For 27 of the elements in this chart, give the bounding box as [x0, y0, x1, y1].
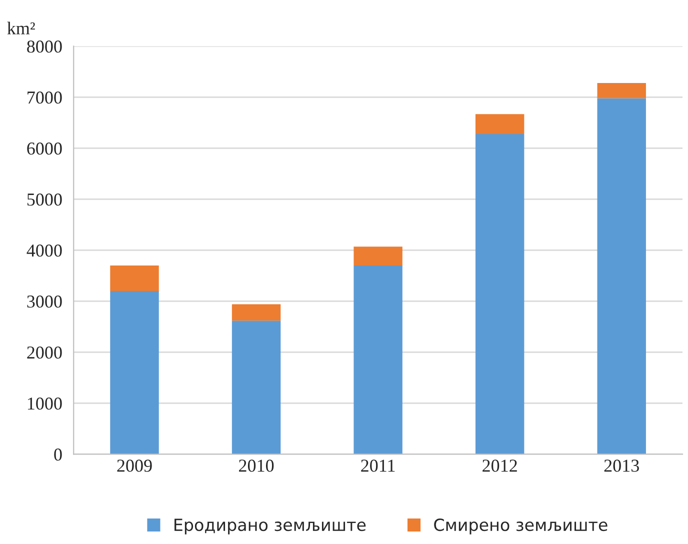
y-tick-label: 2000 — [27, 346, 62, 359]
bar — [232, 320, 281, 454]
x-tick-label: 2011 — [361, 460, 395, 472]
bar — [354, 246, 402, 266]
y-tick-label: 4000 — [26, 244, 62, 257]
y-tick-label: 3000 — [27, 295, 62, 308]
y-axis-title: km² — [7, 22, 35, 34]
bar — [232, 304, 281, 321]
x-tick-label: 2009 — [117, 460, 152, 472]
y-tick-label: 7000 — [28, 91, 62, 104]
legend-label: Смирено земљиште — [434, 518, 608, 534]
x-tick-label: 2010 — [239, 460, 274, 472]
y-tick-label: 0 — [54, 448, 62, 461]
bar — [354, 266, 402, 454]
y-tick-label: 8000 — [27, 40, 62, 53]
y-tick-label: 6000 — [27, 142, 62, 155]
bar — [110, 291, 159, 454]
bar — [597, 98, 646, 454]
x-tick-label: 2012 — [482, 460, 517, 472]
y-tick-label: 5000 — [27, 193, 62, 206]
bar — [475, 134, 524, 454]
y-tick-label: 1000 — [28, 398, 62, 410]
x-tick-label: 2013 — [604, 460, 639, 472]
legend-label: Еродирано земљиште — [174, 518, 366, 534]
bar — [110, 266, 159, 292]
bar — [597, 82, 646, 98]
bar — [475, 114, 524, 134]
